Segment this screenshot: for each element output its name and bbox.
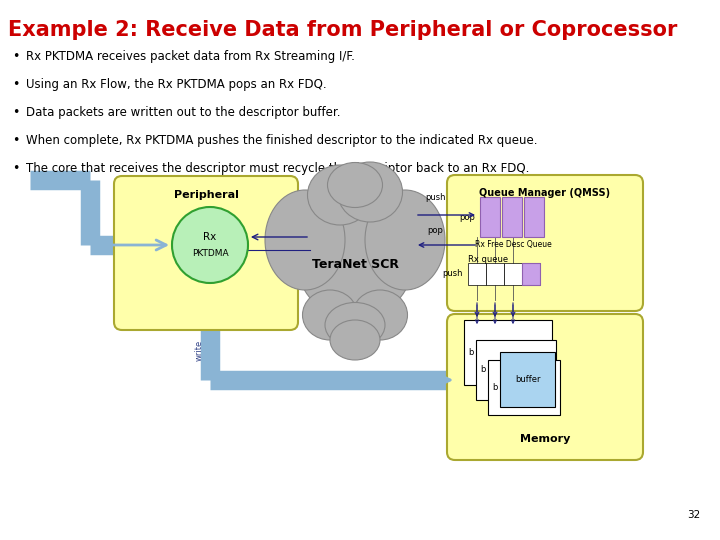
- Ellipse shape: [338, 162, 402, 222]
- Ellipse shape: [307, 165, 372, 225]
- Text: 32: 32: [687, 510, 700, 520]
- Bar: [488, 360, 560, 415]
- Text: •: •: [12, 50, 19, 63]
- Text: pop: pop: [427, 226, 443, 235]
- Bar: [522, 263, 540, 285]
- FancyBboxPatch shape: [447, 314, 643, 460]
- Bar: [464, 320, 552, 385]
- Circle shape: [172, 207, 248, 283]
- Text: write: write: [195, 339, 204, 361]
- Bar: [486, 263, 504, 285]
- Text: Memory: Memory: [520, 434, 570, 444]
- Bar: [504, 263, 522, 285]
- Ellipse shape: [328, 163, 382, 207]
- Ellipse shape: [353, 290, 408, 340]
- Text: pop: pop: [459, 213, 475, 221]
- Ellipse shape: [265, 190, 345, 290]
- Bar: [476, 340, 556, 400]
- Text: PKTDMA: PKTDMA: [192, 248, 228, 258]
- Text: Peripheral: Peripheral: [174, 190, 238, 200]
- Text: •: •: [12, 134, 19, 147]
- Text: When complete, Rx PKTDMA pushes the finished descriptor to the indicated Rx queu: When complete, Rx PKTDMA pushes the fini…: [26, 134, 538, 147]
- Text: b: b: [480, 366, 485, 375]
- Text: Rx: Rx: [203, 232, 217, 242]
- Text: push: push: [425, 193, 445, 202]
- Text: Using an Rx Flow, the Rx PKTDMA pops an Rx FDQ.: Using an Rx Flow, the Rx PKTDMA pops an …: [26, 78, 327, 91]
- Bar: [502, 197, 522, 237]
- Text: Example 2: Receive Data from Peripheral or Coprocessor: Example 2: Receive Data from Peripheral …: [8, 20, 678, 40]
- FancyBboxPatch shape: [114, 176, 298, 330]
- Ellipse shape: [295, 190, 415, 320]
- Text: b: b: [468, 348, 473, 357]
- Bar: [500, 352, 555, 407]
- Bar: [468, 263, 486, 285]
- Text: b: b: [492, 383, 498, 392]
- Text: The core that receives the descriptor must recycle the descriptor back to an Rx : The core that receives the descriptor mu…: [26, 162, 529, 175]
- Text: TeraNet SCR: TeraNet SCR: [312, 259, 398, 272]
- Text: •: •: [12, 162, 19, 175]
- Text: •: •: [12, 106, 19, 119]
- Bar: [522, 263, 540, 285]
- Text: •: •: [12, 78, 19, 91]
- Ellipse shape: [330, 320, 380, 360]
- Ellipse shape: [325, 302, 385, 348]
- Text: Rx Free Desc Queue: Rx Free Desc Queue: [474, 240, 552, 249]
- Text: buffer: buffer: [515, 375, 540, 384]
- Ellipse shape: [365, 190, 445, 290]
- FancyBboxPatch shape: [447, 175, 643, 311]
- Bar: [524, 197, 544, 237]
- Text: push: push: [443, 269, 463, 279]
- Ellipse shape: [302, 290, 358, 340]
- Text: Queue Manager (QMSS): Queue Manager (QMSS): [480, 188, 611, 198]
- Bar: [480, 197, 500, 237]
- Text: Data packets are written out to the descriptor buffer.: Data packets are written out to the desc…: [26, 106, 341, 119]
- Text: Rx queue: Rx queue: [468, 255, 508, 264]
- Text: Rx PKTDMA receives packet data from Rx Streaming I/F.: Rx PKTDMA receives packet data from Rx S…: [26, 50, 355, 63]
